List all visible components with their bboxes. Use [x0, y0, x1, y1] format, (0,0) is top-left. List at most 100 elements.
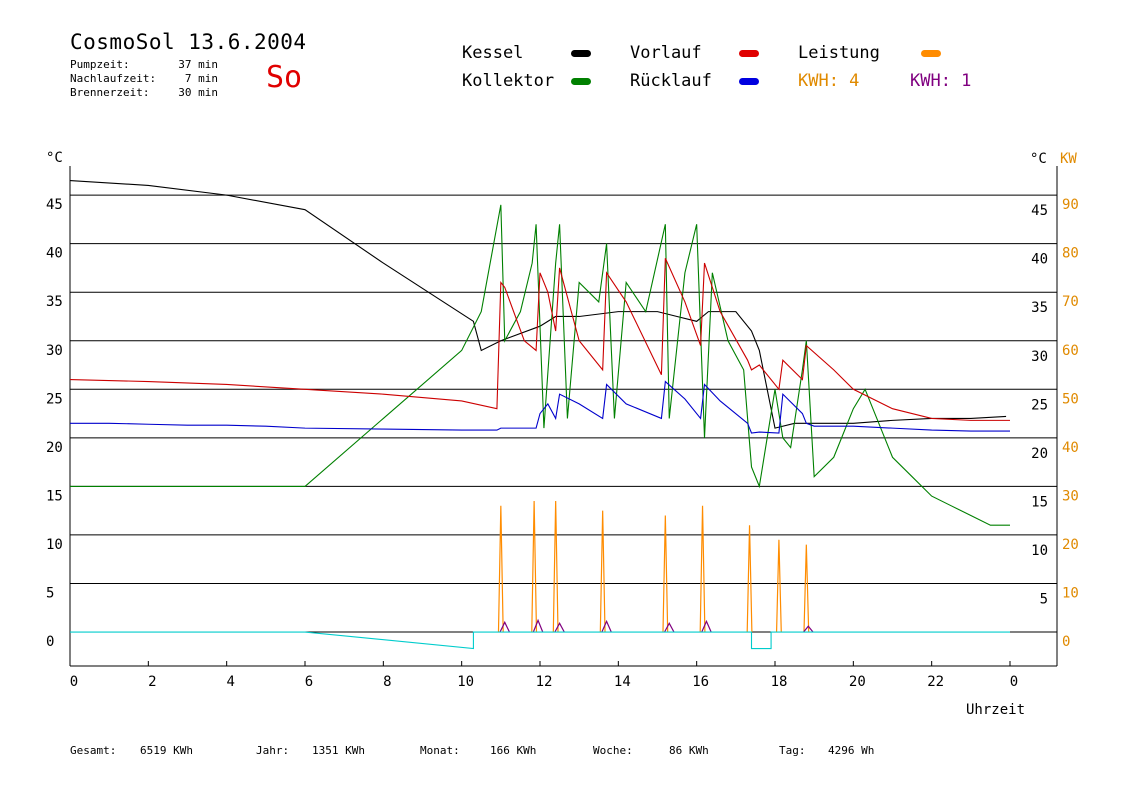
- series-point: [803, 625, 814, 633]
- chart-series: [69, 180, 1010, 650]
- y-axis-label-left: °C: [46, 150, 63, 166]
- y-tick-label-kw: 10: [1062, 585, 1079, 601]
- stat-value-brennerzeit: 30 min: [178, 86, 218, 99]
- footer-tag-value: 4296 Wh: [828, 744, 875, 757]
- y-tick-label-right: 15: [1031, 494, 1048, 510]
- stat-label-nachlaufzeit: Nachlaufzeit:: [70, 72, 157, 85]
- y-tick-label-left: 35: [46, 294, 63, 310]
- stat-value-nachlaufzeit: 7 min: [184, 72, 218, 85]
- y-tick-label-right: 10: [1031, 543, 1048, 559]
- x-tick-label: 20: [849, 674, 866, 690]
- y-tick-label-right: 25: [1031, 397, 1048, 413]
- x-tick-label: 6: [305, 674, 313, 690]
- series-point: [532, 618, 544, 633]
- legend-kollektor-swatch: [571, 78, 591, 85]
- y-tick-label-left: 10: [46, 537, 63, 553]
- x-tick-label: 0: [70, 674, 78, 690]
- series-kessel: [69, 180, 1007, 429]
- legend-kessel-label: Kessel: [462, 43, 524, 63]
- chart-grid: [70, 194, 1057, 633]
- y-tick-label-kw: 50: [1062, 391, 1079, 407]
- series-point: [662, 515, 669, 633]
- series-rücklauf: [70, 380, 1010, 434]
- series-point: [601, 619, 612, 633]
- series-point: [497, 505, 504, 633]
- series-point: [599, 510, 606, 633]
- footer-woche-value: 86 KWh: [669, 744, 709, 757]
- series-pumpe: [70, 631, 1010, 650]
- footer-jahr-value: 1351 KWh: [312, 744, 365, 757]
- legend-ruecklauf-label: Rücklauf: [630, 71, 712, 91]
- legend-kessel-swatch: [571, 50, 591, 57]
- stat-label-pumpzeit: Pumpzeit:: [70, 58, 130, 71]
- series-line: [69, 180, 1007, 429]
- series-line: [70, 204, 1010, 526]
- x-tick-label: 4: [226, 674, 234, 690]
- series-line: [70, 380, 1010, 434]
- y-tick-label-kw: 40: [1062, 440, 1079, 456]
- y-tick-label-right: 5: [1040, 591, 1048, 607]
- legend-kwh-purple: KWH: 1: [910, 71, 972, 91]
- y-tick-label-kw: 30: [1062, 488, 1079, 504]
- y-tick-label-right: 35: [1031, 300, 1048, 316]
- series-point: [746, 525, 753, 633]
- footer-monat-label: Monat:: [420, 744, 460, 757]
- footer-gesamt-label: Gesamt:: [70, 744, 117, 757]
- y-tick-label-right: 45: [1031, 203, 1048, 219]
- series-line: [70, 631, 1010, 650]
- y-tick-label-left: 20: [46, 440, 63, 456]
- footer-tag-label: Tag:: [779, 744, 806, 757]
- y-tick-label-kw: 80: [1062, 246, 1079, 262]
- y-tick-label-right: 40: [1031, 252, 1048, 268]
- series-point: [699, 505, 706, 633]
- footer-gesamt-value: 6519 KWh: [140, 744, 193, 757]
- legend-vorlauf-label: Vorlauf: [630, 43, 702, 63]
- y-tick-label-right: 30: [1031, 349, 1048, 365]
- x-tick-label: 12: [536, 674, 553, 690]
- y-axis-label-right: °C: [1030, 151, 1047, 167]
- x-tick-label: 18: [771, 674, 788, 690]
- chart-axes: [69, 166, 1058, 667]
- y-tick-label-left: 45: [46, 197, 63, 213]
- stat-label-brennerzeit: Brennerzeit:: [70, 86, 150, 99]
- x-tick-label: 14: [614, 674, 631, 690]
- chart-ticks: 0 2 4 6 8 10 12 14 16 18 20 22 005101520253035404551…: [46, 197, 1079, 690]
- series-point: [531, 500, 538, 633]
- x-tick-label: 10: [457, 674, 474, 690]
- y-tick-label-left: 5: [46, 585, 54, 601]
- y-axis-label-kw: KW: [1060, 151, 1077, 167]
- stat-value-pumpzeit: 37 min: [178, 58, 218, 71]
- weekday-label: So: [266, 60, 303, 95]
- x-tick-label: 16: [692, 674, 709, 690]
- x-tick-label: 22: [927, 674, 944, 690]
- legend-kwh-orange: KWH: 4: [798, 71, 860, 91]
- series-point: [664, 622, 675, 633]
- y-tick-label-left: 0: [46, 634, 54, 650]
- y-tick-label-kw: 90: [1062, 197, 1079, 213]
- legend-leistung-label: Leistung: [798, 43, 880, 63]
- series-kollektor: [70, 204, 1010, 526]
- series-point: [803, 544, 810, 633]
- y-tick-label-left: 30: [46, 343, 63, 359]
- footer-jahr-label: Jahr:: [256, 744, 290, 757]
- series-point: [701, 619, 712, 633]
- page-title: CosmoSol 13.6.2004: [70, 30, 307, 54]
- footer-monat-value: 166 KWh: [490, 744, 537, 757]
- legend-ruecklauf-swatch: [739, 78, 759, 85]
- series-point: [499, 620, 510, 633]
- series-point: [775, 539, 782, 633]
- legend-vorlauf-swatch: [739, 50, 759, 57]
- y-tick-label-kw: 20: [1062, 537, 1079, 553]
- x-axis-label: Uhrzeit: [966, 702, 1025, 718]
- x-tick-label: 2: [148, 674, 156, 690]
- series-leistung: [497, 500, 810, 633]
- y-tick-label-kw: 60: [1062, 343, 1079, 359]
- y-tick-label-left: 25: [46, 391, 63, 407]
- series-point: [552, 500, 559, 633]
- y-tick-label-kw: 70: [1062, 294, 1079, 310]
- y-tick-label-right: 20: [1031, 446, 1048, 462]
- y-tick-label-left: 15: [46, 488, 63, 504]
- x-tick-label: 0: [1010, 674, 1018, 690]
- y-tick-label-kw: 0: [1062, 634, 1070, 650]
